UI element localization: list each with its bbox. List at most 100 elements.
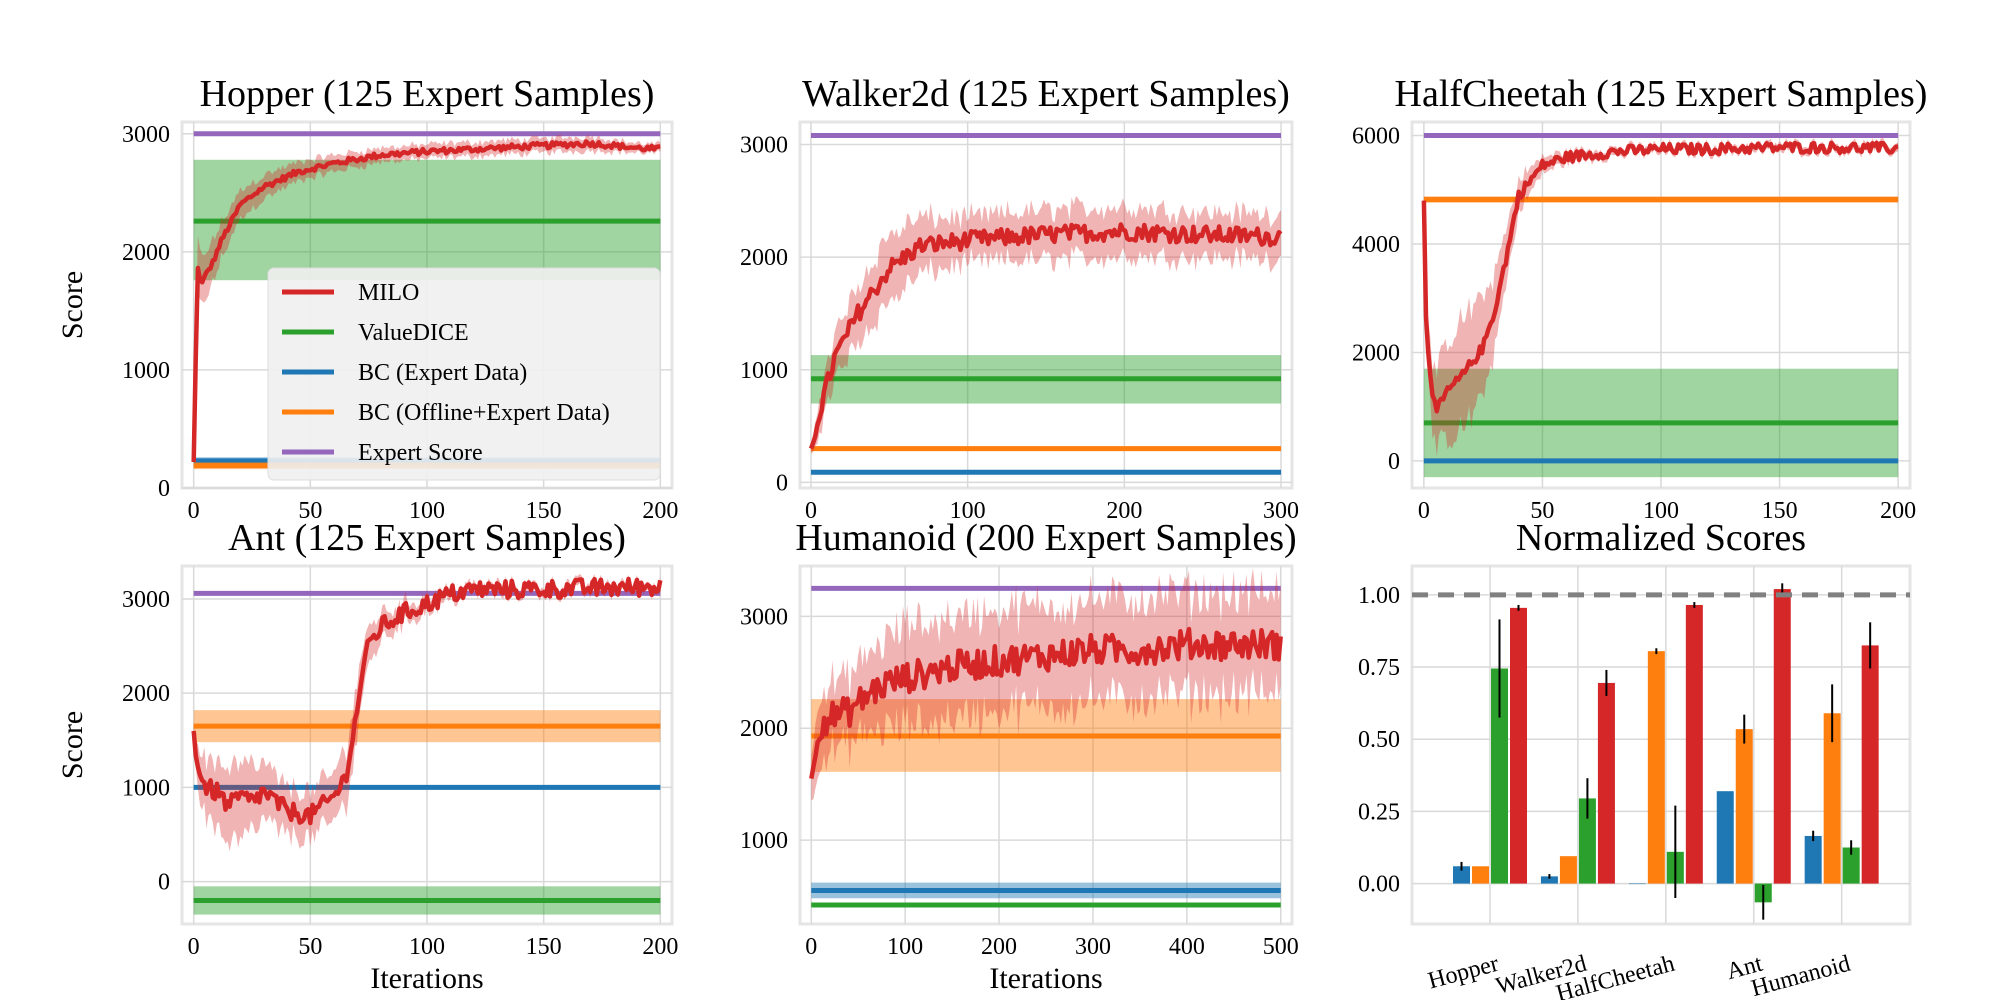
y-axis-label: Score <box>56 271 89 339</box>
chart-panel-3: HalfCheetah (125 Expert Samples) 0 50 100 15… <box>1352 73 1927 524</box>
x-tick-label: 400 <box>1169 934 1205 960</box>
y-tick-label: 0 <box>1388 449 1400 475</box>
bc_offline-bar <box>1823 713 1841 884</box>
chart-panel-5: Humanoid (200 Expert Samples) 0 100 200 300 4… <box>740 517 1299 995</box>
y-tick-label: 3000 <box>122 122 170 148</box>
y-tick-label: 1000 <box>122 358 170 384</box>
y-tick-label: 4000 <box>1352 232 1400 258</box>
milo-bar <box>1861 645 1879 884</box>
x-tick-label: 150 <box>526 934 562 960</box>
x-tick-label: 100 <box>1643 498 1679 524</box>
legend-label-milo: MILO <box>358 280 419 306</box>
y-tick-label: 3000 <box>740 604 788 630</box>
y-tick-label: 2000 <box>740 716 788 742</box>
milo-bar <box>1510 607 1527 884</box>
plot-frame <box>798 564 1294 926</box>
milo-bar <box>1773 589 1791 884</box>
legend-label-expert: Expert Score <box>358 440 483 466</box>
x-tick-label: 100 <box>950 498 986 524</box>
y-tick-label: 1000 <box>122 775 170 801</box>
y-tick-label: 2000 <box>122 681 170 707</box>
y-tick-label: 1.00 <box>1358 583 1400 609</box>
chart-panel-6: Normalized Scores 0.00 0.25 0.50 0.75 1.00 Hop… <box>1358 517 1912 1000</box>
chart-title: HalfCheetah (125 Expert Samples) <box>1395 73 1928 115</box>
x-axis-label: Iterations <box>989 962 1102 995</box>
bc_offline-bar <box>1647 651 1665 884</box>
milo-bar <box>1685 604 1703 884</box>
legend-label-valuedice: ValueDICE <box>358 320 469 346</box>
y-tick-label: 0 <box>158 476 170 502</box>
x-tick-label: 200 <box>642 498 678 524</box>
x-tick-label: 200 <box>642 934 678 960</box>
chart-title: Ant (125 Expert Samples) <box>228 517 626 559</box>
y-tick-label: 3000 <box>740 133 788 159</box>
x-tick-label: 50 <box>1530 498 1554 524</box>
y-tick-label: 2000 <box>1352 340 1400 366</box>
x-tick-label: 0 <box>805 498 817 524</box>
plot-frame <box>798 120 1294 490</box>
x-tick-label: 150 <box>1762 498 1798 524</box>
y-tick-label: 0 <box>158 870 170 896</box>
bc_offline-bar <box>1472 866 1489 884</box>
legend-label-bc_offline: BC (Offline+Expert Data) <box>358 400 610 426</box>
milo-band <box>811 568 1281 801</box>
valuedice-bar <box>1578 798 1596 884</box>
milo-line <box>191 576 663 826</box>
legend: MILO ValueDICE BC (Expert Data) BC (Offline… <box>267 267 661 481</box>
milo-band <box>1423 137 1899 456</box>
x-tick-label: 200 <box>1880 498 1916 524</box>
x-tick-label: 0 <box>805 934 817 960</box>
milo-line <box>191 139 661 463</box>
y-tick-label: 2000 <box>122 240 170 266</box>
legend-label-bc_expert: BC (Expert Data) <box>358 360 527 386</box>
y-tick-label: 2000 <box>740 245 788 271</box>
x-tick-label: 300 <box>1263 498 1299 524</box>
milo-band <box>193 573 661 852</box>
chart-panel-2: Walker2d (125 Expert Samples)0 100 200 3000… <box>740 73 1299 524</box>
x-tick-label: 0 <box>1418 498 1430 524</box>
valuedice-bar <box>1842 847 1860 884</box>
x-tick-label: Hopper <box>1425 951 1501 995</box>
x-tick-label: 300 <box>1075 934 1111 960</box>
milo-bar <box>1597 682 1615 884</box>
bc_expert-bar <box>1804 835 1822 884</box>
valuedice-bar <box>1491 668 1508 884</box>
x-tick-label: 200 <box>981 934 1017 960</box>
bc_expert-bar <box>1716 791 1734 884</box>
y-tick-label: 6000 <box>1352 124 1400 150</box>
x-tick-label: 50 <box>298 934 322 960</box>
bc_offline-bar <box>1559 856 1577 884</box>
y-tick-label: 0.75 <box>1358 655 1400 681</box>
milo-band <box>811 196 1281 454</box>
y-tick-label: 3000 <box>122 587 170 613</box>
y-tick-label: 0.25 <box>1358 799 1400 825</box>
milo-line <box>808 222 1283 450</box>
milo-line <box>1421 140 1899 414</box>
x-axis-label: Iterations <box>370 962 483 995</box>
y-tick-label: 0.00 <box>1358 872 1400 898</box>
bc_expert-bar <box>1628 883 1646 885</box>
chart-panel-4: Ant (125 Expert Samples) 0 50 100 150 2000 100… <box>56 517 678 995</box>
x-tick-label: Humanoid <box>1749 951 1854 1000</box>
legend-box <box>267 267 661 481</box>
x-tick-label: 50 <box>298 498 322 524</box>
x-tick-label: 100 <box>409 498 445 524</box>
chart-title: Walker2d (125 Expert Samples) <box>802 73 1290 115</box>
x-tick-label: 500 <box>1263 934 1299 960</box>
x-tick-label: 100 <box>887 934 923 960</box>
x-tick-label: 100 <box>409 934 445 960</box>
x-tick-label: 0 <box>188 498 200 524</box>
y-tick-label: 1000 <box>740 828 788 854</box>
chart-title: Hopper (125 Expert Samples) <box>200 73 655 115</box>
x-tick-label: 150 <box>526 498 562 524</box>
x-tick-label: 200 <box>1106 498 1142 524</box>
bc_expert-bar <box>1453 866 1470 884</box>
y-axis-label: Score <box>56 711 89 779</box>
y-tick-label: 0 <box>776 470 788 496</box>
milo-line <box>809 626 1283 779</box>
chart-title: Normalized Scores <box>1516 517 1806 559</box>
bc_expert-bar <box>1540 876 1558 884</box>
y-tick-label: 1000 <box>740 358 788 384</box>
chart-title: Humanoid (200 Expert Samples) <box>795 517 1296 559</box>
